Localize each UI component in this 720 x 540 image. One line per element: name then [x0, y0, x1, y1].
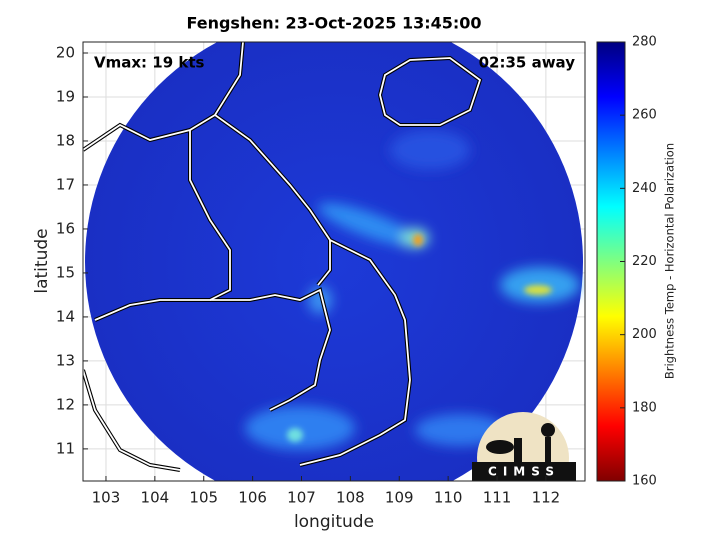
y-tick-label: 14 [56, 307, 75, 325]
colorbar-tick-label: 220 [632, 254, 657, 269]
y-tick-label: 18 [56, 131, 75, 149]
y-tick-label: 20 [56, 43, 75, 61]
y-tick-label: 19 [56, 87, 75, 105]
annotation: Vmax: 19 kts [94, 54, 204, 72]
x-tick-label: 104 [141, 489, 170, 507]
x-tick-label: 110 [434, 489, 463, 507]
swath-hotspots [287, 234, 552, 442]
chart-title: Fengshen: 23-Oct-2025 13:45:00 [186, 14, 481, 33]
cimss-logo: CIMSS [472, 412, 576, 481]
x-tick-label: 105 [189, 489, 218, 507]
colorbar-tick-label: 260 [632, 108, 657, 123]
coastlines [83, 42, 483, 472]
y-tick-label: 15 [56, 263, 75, 281]
x-tick-label: 103 [92, 489, 121, 507]
x-tick-label: 112 [532, 489, 561, 507]
colorbar-tick-label: 240 [632, 181, 657, 196]
x-tick-label: 111 [483, 489, 512, 507]
y-axis-label: latitude [32, 228, 52, 293]
colorbar-tick-label: 180 [632, 400, 657, 415]
logo-text: CIMSS [488, 465, 560, 479]
y-tick-label: 16 [56, 219, 75, 237]
x-tick-label: 106 [238, 489, 267, 507]
colorbar-tick-label: 200 [632, 327, 657, 342]
image-layer: CIMSS [83, 42, 583, 481]
y-tick-label: 13 [56, 351, 75, 369]
x-tick-label: 109 [385, 489, 414, 507]
colorbar-tick-label: 160 [632, 474, 657, 489]
x-axis-label: longitude [294, 512, 374, 532]
colorbar-label: Brightness Temp - Horizontal Polarizatio… [663, 143, 677, 379]
x-tick-label: 108 [336, 489, 365, 507]
y-tick-label: 17 [56, 175, 75, 193]
x-tick-label: 107 [287, 489, 316, 507]
colorbar-tick-label: 280 [632, 35, 657, 50]
y-tick-label: 11 [56, 439, 75, 457]
y-tick-label: 12 [56, 395, 75, 413]
plot-frame [82, 41, 586, 482]
annotation: 02:35 away [479, 54, 576, 72]
